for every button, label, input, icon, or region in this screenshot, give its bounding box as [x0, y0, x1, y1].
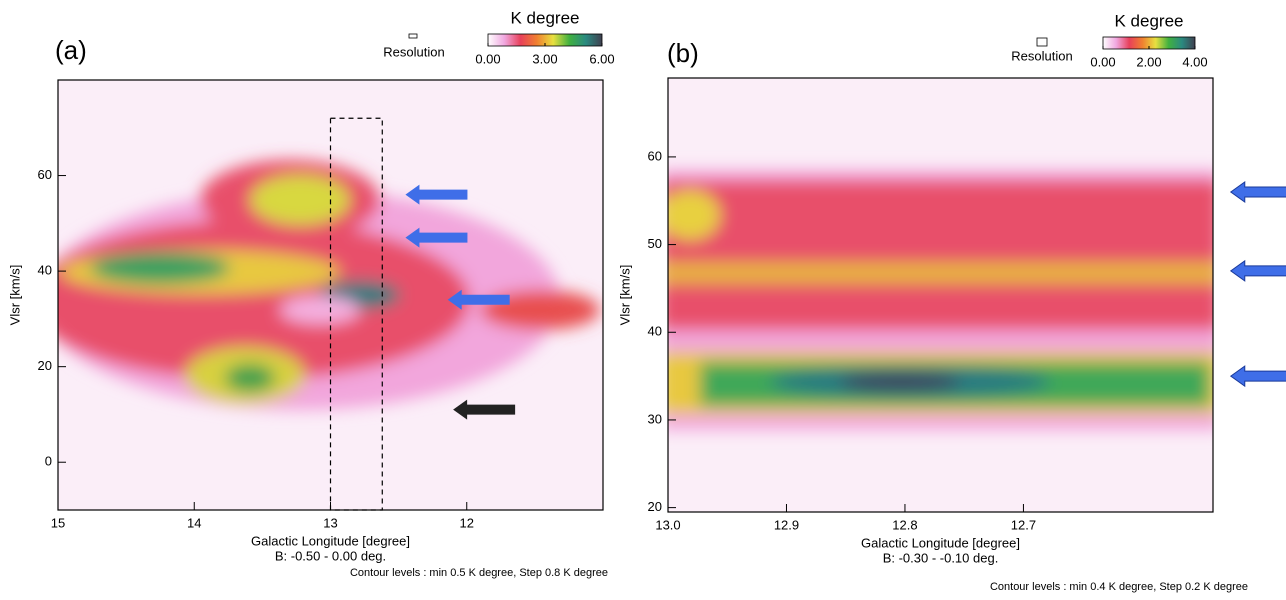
panel-label: (b): [667, 38, 699, 68]
arrow: [1229, 181, 1286, 203]
x-tick-label: 12.9: [774, 517, 799, 532]
y-tick-label: 40: [38, 263, 52, 278]
colorbar-tick-label: 0.00: [475, 51, 500, 66]
x-tick-label: 12.7: [1011, 517, 1036, 532]
arrow: [405, 227, 468, 248]
colorbar-tick-label: 0.00: [1090, 54, 1115, 69]
y-tick-label: 50: [648, 236, 662, 251]
emission-a: [58, 80, 603, 510]
x-tick-label: 13: [323, 515, 337, 530]
panel-label: (a): [55, 35, 87, 65]
y-axis-label: Vlsr [km/s]: [617, 265, 632, 326]
resolution-label: Resolution: [383, 44, 444, 59]
subtitle: B: -0.50 - 0.00 deg.: [275, 548, 386, 563]
colorbar-tick-label: 4.00: [1182, 54, 1207, 69]
y-tick-label: 60: [38, 167, 52, 182]
colorbar-tick-label: 3.00: [532, 51, 557, 66]
x-axis-label: Galactic Longitude [degree]: [251, 533, 410, 548]
y-tick-label: 30: [648, 411, 662, 426]
x-axis-label: Galactic Longitude [degree]: [861, 535, 1020, 550]
x-tick-label: 12.8: [892, 517, 917, 532]
x-tick-label: 13.0: [655, 517, 680, 532]
contour-note: Contour levels : min 0.5 K degree, Step …: [350, 567, 608, 579]
arrow: [453, 399, 516, 420]
resolution-beam: [408, 33, 418, 39]
arrow: [405, 184, 468, 205]
arrow: [1229, 365, 1286, 388]
contour-note: Contour levels : min 0.4 K degree, Step …: [990, 581, 1248, 593]
subtitle: B: -0.30 - -0.10 deg.: [883, 550, 999, 565]
colorbar-tick-label: 6.00: [589, 51, 614, 66]
region-box: [329, 117, 383, 511]
colorbar-title: K degree: [1115, 11, 1184, 30]
emission-b: [668, 78, 1213, 512]
y-tick-label: 20: [38, 358, 52, 373]
y-tick-label: 40: [648, 324, 662, 339]
y-tick-label: 0: [45, 454, 52, 469]
y-axis-label: Vlsr [km/s]: [7, 265, 22, 326]
y-tick-label: 20: [648, 499, 662, 514]
colorbar-tick-label: 2.00: [1136, 54, 1161, 69]
colorbar-title: K degree: [511, 8, 580, 27]
resolution-beam: [1036, 37, 1048, 47]
arrow: [447, 289, 510, 310]
x-tick-label: 12: [460, 515, 474, 530]
arrow: [1229, 259, 1286, 282]
x-tick-label: 14: [187, 515, 201, 530]
plot-frame: [667, 77, 1214, 513]
y-tick-label: 60: [648, 148, 662, 163]
resolution-label: Resolution: [1011, 48, 1072, 63]
x-tick-label: 15: [51, 515, 65, 530]
